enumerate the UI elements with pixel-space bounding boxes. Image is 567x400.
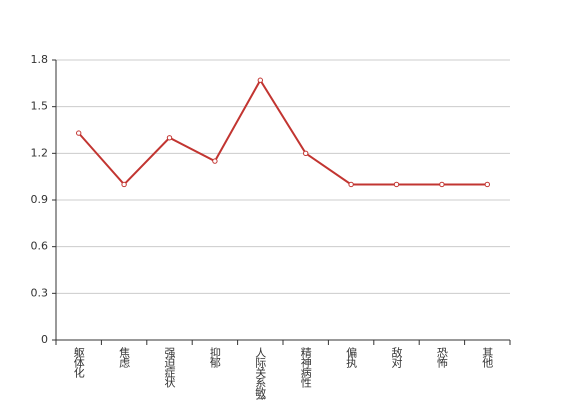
x-tick-label: 强迫症状 [163, 347, 176, 388]
y-tick-label: 1.2 [31, 146, 49, 159]
y-tick-label: 0.3 [31, 286, 49, 299]
x-tick-label: 躯体化 [72, 347, 85, 379]
x-tick-label: 抑郁 [208, 346, 221, 368]
x-tick-label: 恐怖 [435, 347, 448, 368]
y-tick-label: 0 [41, 333, 48, 346]
point [439, 181, 445, 188]
point [212, 158, 218, 164]
point [166, 135, 173, 141]
point [484, 181, 490, 188]
line [77, 78, 488, 186]
point [121, 181, 127, 188]
y-tick-label: 0.9 [31, 193, 49, 206]
x-tick-label: 偏执 [345, 346, 358, 369]
y-tick-label: 1.8 [31, 53, 49, 66]
point [348, 181, 354, 188]
x-tick-label: 敌对 [390, 346, 403, 368]
point [76, 130, 82, 136]
point [257, 77, 263, 83]
x-tick-label: 焦虑 [118, 347, 131, 368]
x-tick-label: 其他 [481, 347, 494, 368]
y-tick-label: 1.5 [31, 100, 49, 113]
y-tick-label: 0.6 [31, 240, 49, 253]
point [393, 181, 400, 188]
x-tick-label: 人际关系敏感 [254, 347, 267, 400]
x-tick-label: 精神病性 [299, 347, 312, 389]
point [303, 150, 309, 157]
